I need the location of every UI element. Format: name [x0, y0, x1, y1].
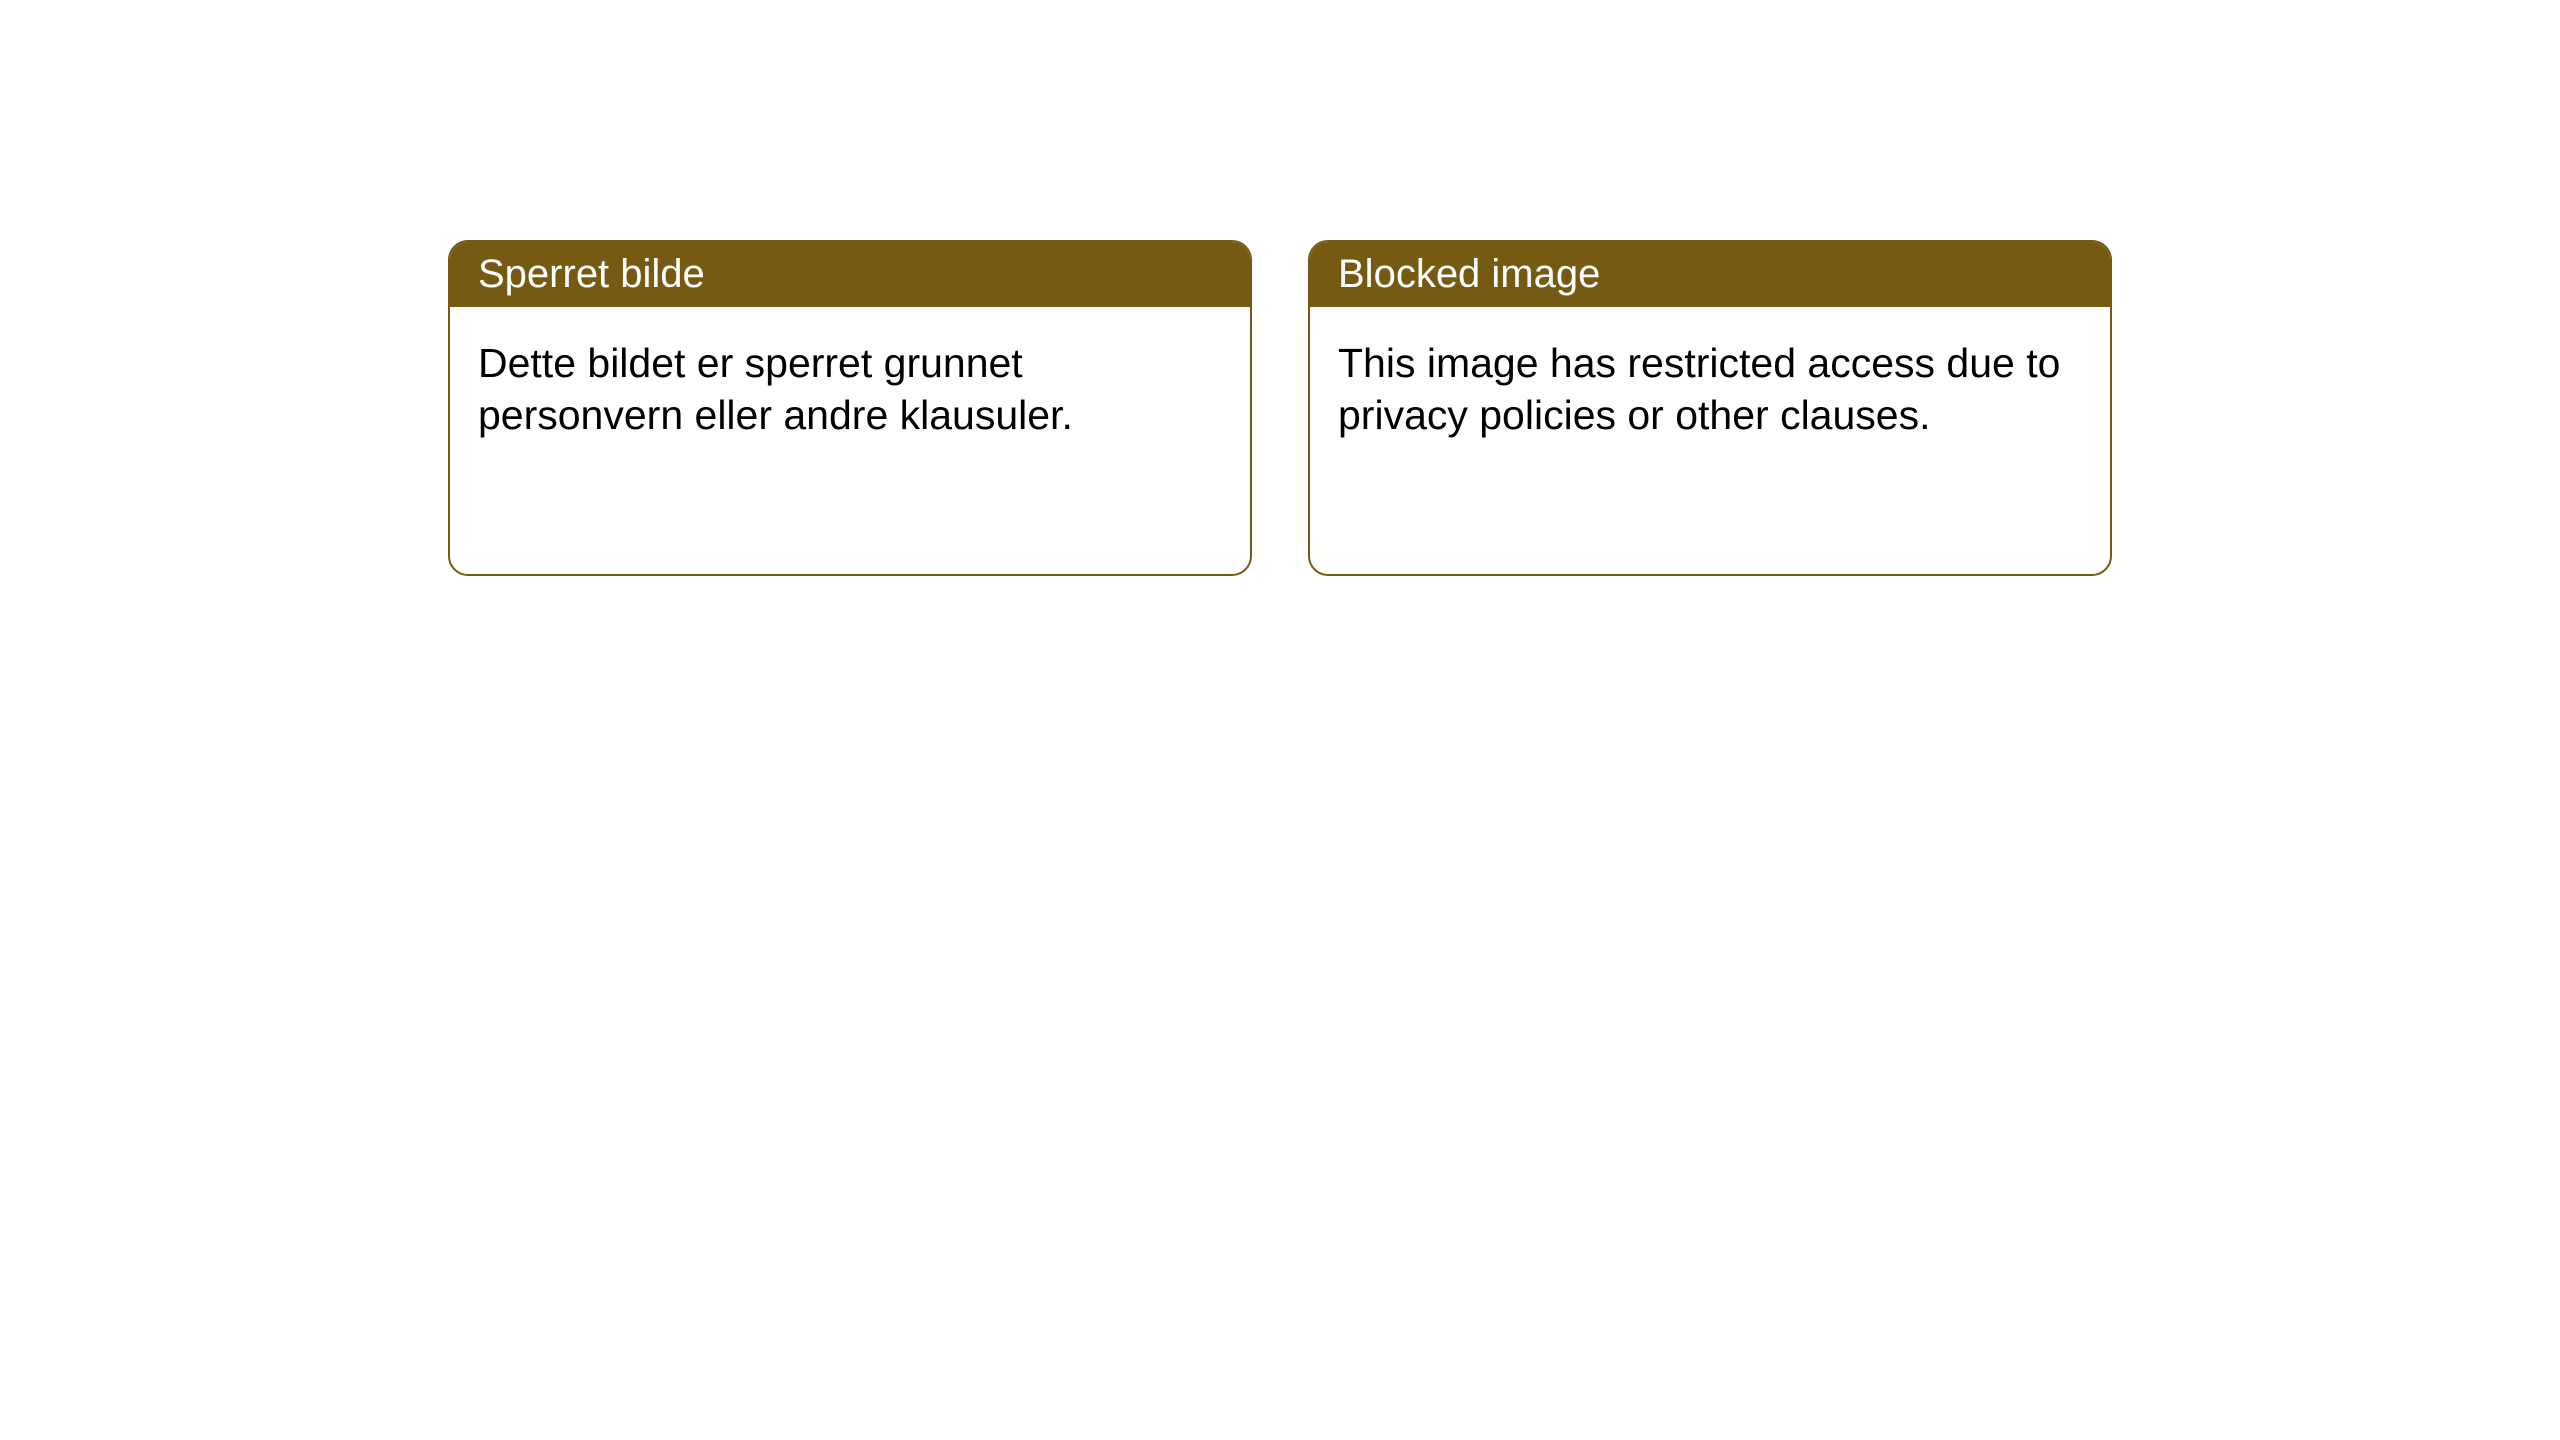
blocked-image-card-no: Sperret bilde Dette bildet er sperret gr… [448, 240, 1252, 576]
card-header: Blocked image [1310, 242, 2110, 307]
blocked-image-card-en: Blocked image This image has restricted … [1308, 240, 2112, 576]
card-title: Sperret bilde [478, 252, 705, 296]
cards-container: Sperret bilde Dette bildet er sperret gr… [0, 0, 2560, 576]
card-body-text: Dette bildet er sperret grunnet personve… [478, 340, 1073, 438]
card-header: Sperret bilde [450, 242, 1250, 307]
card-body: Dette bildet er sperret grunnet personve… [450, 307, 1250, 472]
card-body: This image has restricted access due to … [1310, 307, 2110, 472]
card-title: Blocked image [1338, 252, 1600, 296]
card-body-text: This image has restricted access due to … [1338, 340, 2060, 438]
